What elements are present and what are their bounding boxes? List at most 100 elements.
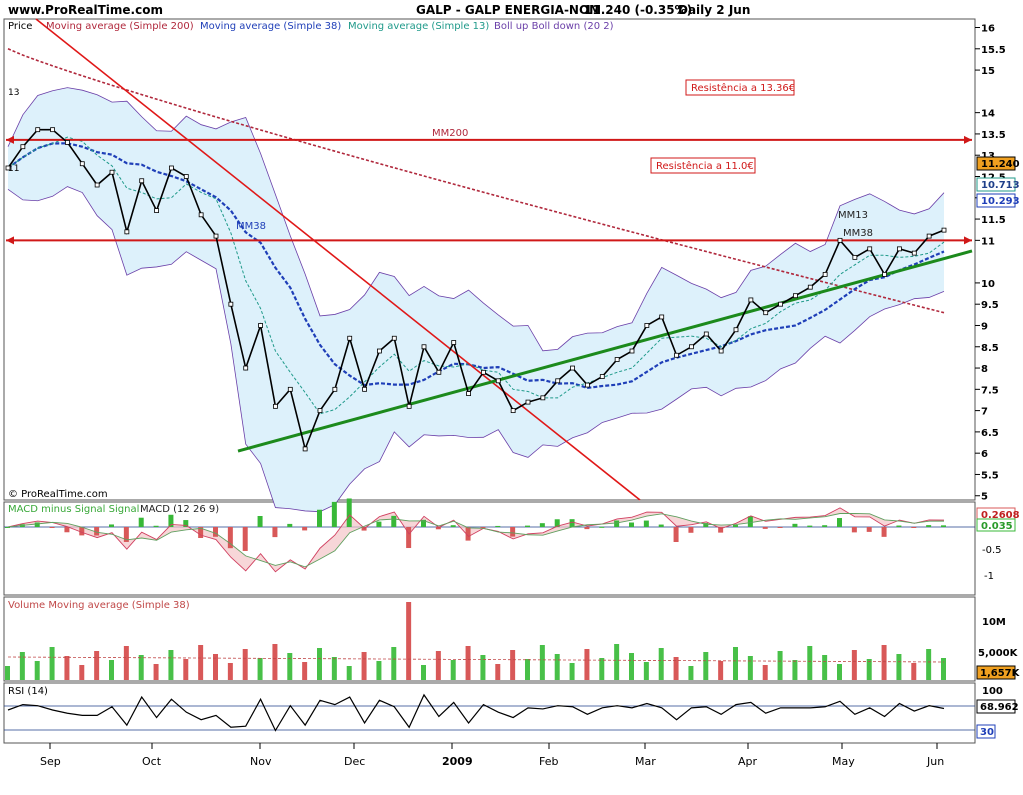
- volume-bar: [495, 664, 501, 680]
- volume-badge-box: [976, 665, 1016, 680]
- resistance-arrow-right-0: [964, 135, 972, 144]
- volume-bar: [762, 665, 768, 680]
- macd-histogram-bar: [480, 527, 486, 528]
- macd-histogram-bar: [688, 527, 694, 533]
- macd-histogram-bar: [109, 524, 114, 527]
- macd-histogram-bar: [34, 522, 40, 527]
- price-point: [555, 378, 561, 384]
- x-axis-label: Mar: [635, 755, 656, 768]
- volume-bar: [733, 647, 738, 680]
- last-price-badge-box: [976, 156, 1016, 171]
- macd-histogram-bar: [123, 527, 129, 542]
- volume-bar: [198, 645, 204, 680]
- macd-histogram-bar: [421, 519, 426, 527]
- macd-histogram-bar: [183, 520, 189, 527]
- volume-bar: [242, 649, 248, 680]
- price-point: [718, 348, 724, 354]
- macd-histogram-bar: [49, 527, 55, 528]
- volume-panel-frame: [3, 596, 976, 682]
- ma38-badge: 10.293: [981, 196, 1020, 207]
- macd-legend-macd: MACD (12 26 9): [140, 504, 219, 515]
- mm38-label-right: MM38: [843, 228, 873, 239]
- price-y-tick-label: 5.5: [981, 470, 999, 481]
- volume-bar: [346, 666, 352, 680]
- price-point: [243, 365, 249, 371]
- price-point: [614, 357, 620, 362]
- macd-histogram-bar: [703, 523, 709, 527]
- volume-bar: [317, 648, 322, 680]
- macd-histogram-bar: [539, 523, 545, 527]
- price-point: [94, 182, 100, 188]
- volume-bar: [941, 658, 946, 680]
- price-point: [50, 127, 55, 133]
- macd-histogram-bar: [569, 519, 575, 527]
- price-point: [169, 165, 174, 171]
- volume-bar: [822, 655, 828, 680]
- site-name[interactable]: www.ProRealTime.com: [8, 3, 163, 17]
- resistance-arrow-right-1: [964, 236, 972, 245]
- downtrend-line: [35, 18, 641, 501]
- volume-bar: [554, 654, 560, 680]
- price-y-tick-label: 8: [981, 364, 988, 375]
- price-point: [689, 344, 694, 350]
- price-point: [570, 365, 575, 371]
- volume-bar: [64, 656, 70, 680]
- macd-histogram-bar: [302, 527, 308, 531]
- macd-hist-badge-box: [976, 518, 1016, 532]
- price-point: [5, 165, 11, 171]
- price-point: [79, 161, 85, 167]
- price-point: [481, 369, 486, 375]
- price-point: [406, 403, 412, 409]
- volume-bar: [881, 645, 887, 680]
- mm13-label: MM13: [838, 210, 868, 221]
- macd-legend-hist: MACD minus Signal Signal: [8, 504, 139, 515]
- price-point: [941, 227, 947, 233]
- x-axis: Sep Oct Nov Dec 2009 Feb Mar Apr May Jun: [40, 743, 944, 768]
- macd-histogram-bar: [747, 516, 753, 527]
- price-y-tick-label: 6.5: [981, 428, 999, 439]
- price-y-tick-label: 9: [981, 321, 988, 332]
- bollinger-upper-line: [7, 87, 945, 352]
- moving-averages-layer: [7, 48, 945, 415]
- price-point: [154, 208, 159, 213]
- volume-bar: [792, 660, 798, 680]
- price-point: [897, 246, 902, 252]
- price-point: [599, 374, 605, 379]
- price-point: [213, 233, 219, 239]
- price-point: [748, 297, 754, 303]
- volume-bar: [599, 658, 605, 680]
- macd-histogram-bar: [614, 520, 620, 527]
- price-point: [139, 178, 145, 184]
- price-point: [882, 271, 887, 277]
- price-y-tick-label: 16: [981, 24, 995, 35]
- volume-bar: [807, 646, 813, 680]
- price-point: [302, 446, 308, 452]
- uptrend-line: [237, 249, 973, 453]
- ma13-badge-box: [976, 177, 1016, 192]
- resistance-13-label: Resistência a 13.36€: [691, 82, 795, 94]
- volume-bar: [465, 646, 471, 680]
- volume-bar: [183, 659, 189, 680]
- macd-histogram-bar: [643, 520, 649, 527]
- macd-histogram-bar: [866, 527, 872, 532]
- legend-ma200: Moving average (Simple 200): [46, 21, 194, 32]
- volume-bar: [896, 654, 902, 680]
- rsi-low-badge: 30: [980, 727, 994, 738]
- price-y-tick-label: 8.5: [981, 343, 999, 354]
- price-point: [287, 386, 293, 392]
- macd-tick-neg1: -1: [984, 571, 994, 582]
- price-point: [421, 344, 427, 350]
- volume-bar: [153, 664, 159, 680]
- macd-histogram-bar: [331, 501, 337, 527]
- x-axis-label: Oct: [142, 755, 162, 768]
- ma38-line: [7, 142, 945, 390]
- volume-bar: [376, 661, 382, 680]
- volume-bar: [658, 648, 664, 680]
- volume-bar: [450, 660, 456, 680]
- volume-bar: [435, 651, 441, 680]
- macd-histogram-bar: [599, 526, 605, 528]
- macd-histogram-bar: [718, 527, 724, 533]
- volume-bar: [421, 665, 426, 680]
- price-point: [124, 229, 130, 235]
